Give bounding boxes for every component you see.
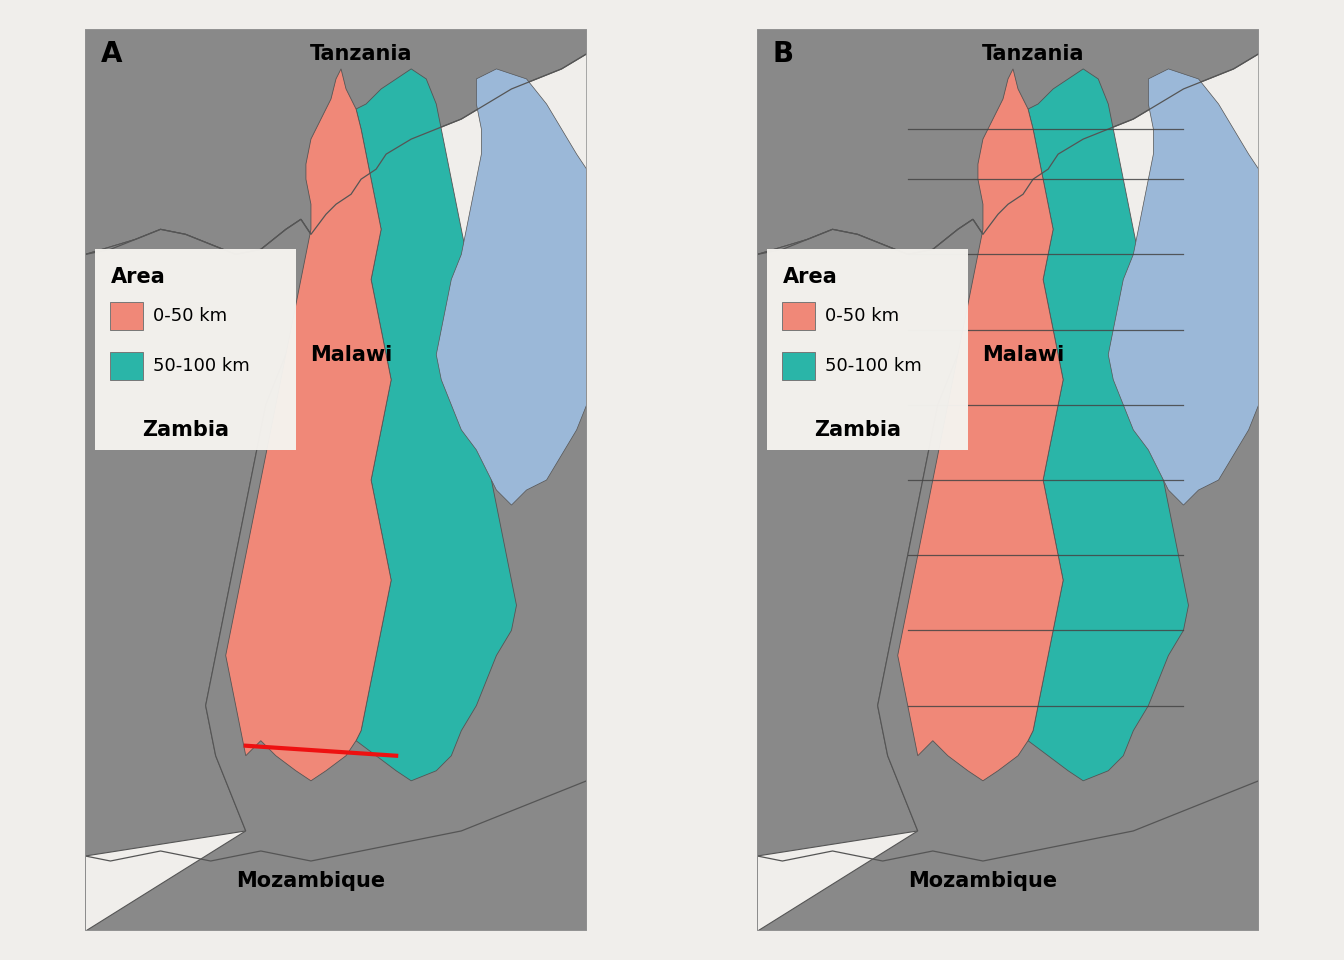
- Polygon shape: [437, 69, 587, 505]
- Polygon shape: [356, 69, 516, 780]
- FancyBboxPatch shape: [767, 250, 968, 450]
- Polygon shape: [226, 69, 391, 780]
- Text: Mozambique: Mozambique: [237, 871, 386, 891]
- Text: 0-50 km: 0-50 km: [153, 306, 227, 324]
- Text: Zambia: Zambia: [814, 420, 900, 440]
- Text: Area: Area: [110, 267, 165, 287]
- Polygon shape: [757, 29, 1259, 254]
- Polygon shape: [85, 219, 316, 931]
- Polygon shape: [757, 219, 988, 931]
- Text: 50-100 km: 50-100 km: [825, 357, 922, 374]
- Polygon shape: [1028, 69, 1188, 780]
- FancyBboxPatch shape: [95, 250, 296, 450]
- Polygon shape: [85, 219, 587, 931]
- Text: Malawi: Malawi: [310, 345, 392, 365]
- Polygon shape: [898, 69, 1063, 780]
- Text: A: A: [101, 40, 122, 68]
- Polygon shape: [85, 29, 587, 254]
- Text: B: B: [773, 40, 793, 68]
- Text: Area: Area: [782, 267, 837, 287]
- Text: 0-50 km: 0-50 km: [825, 306, 899, 324]
- FancyBboxPatch shape: [782, 302, 814, 329]
- Text: Mozambique: Mozambique: [909, 871, 1058, 891]
- FancyBboxPatch shape: [782, 352, 814, 380]
- Polygon shape: [757, 219, 1259, 931]
- FancyBboxPatch shape: [110, 352, 142, 380]
- Text: 50-100 km: 50-100 km: [153, 357, 250, 374]
- Text: Tanzania: Tanzania: [310, 44, 413, 64]
- FancyBboxPatch shape: [110, 302, 142, 329]
- Text: Tanzania: Tanzania: [982, 44, 1085, 64]
- Text: Zambia: Zambia: [142, 420, 228, 440]
- Polygon shape: [1109, 69, 1259, 505]
- Text: Malawi: Malawi: [982, 345, 1064, 365]
